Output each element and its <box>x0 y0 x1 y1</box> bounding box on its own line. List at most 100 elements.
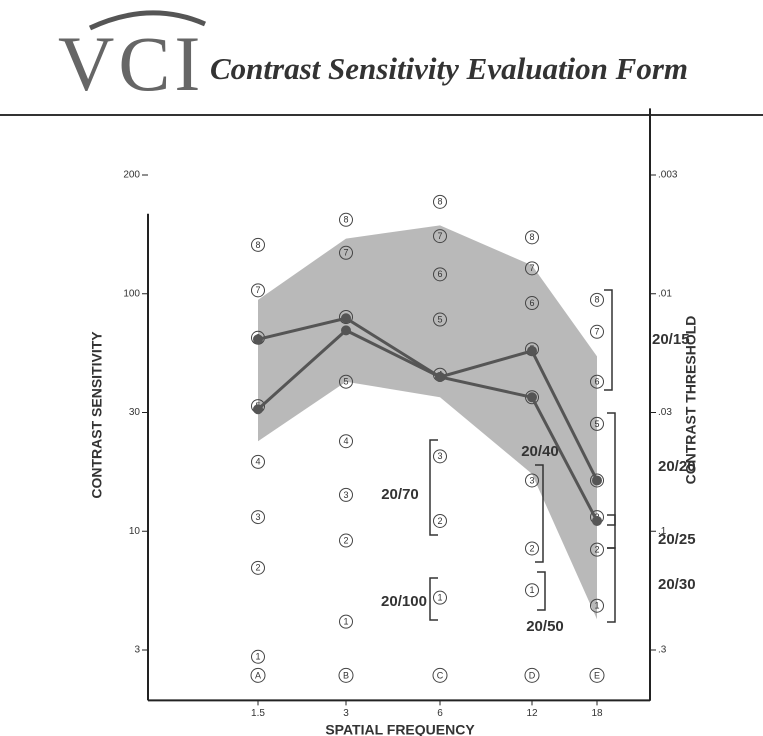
grade-label: 3 <box>529 475 534 485</box>
grade-label: 3 <box>437 451 442 461</box>
grade-label: 5 <box>343 377 348 387</box>
x-tick-label: 18 <box>591 708 603 719</box>
grade-circle <box>590 324 604 339</box>
acuity-label: 20/20 <box>658 458 696 475</box>
acuity-label: 20/50 <box>526 618 564 635</box>
grade-circle <box>339 245 353 260</box>
column-letter: A <box>255 670 261 680</box>
grade-label: 2 <box>594 545 599 555</box>
grade-circle <box>590 416 604 431</box>
grade-circle <box>525 261 539 276</box>
grade-circle <box>339 614 353 629</box>
data-point <box>435 371 445 382</box>
grade-label: 1 <box>594 601 599 611</box>
grade-label: 6 <box>437 269 442 279</box>
grade-circle <box>251 510 265 525</box>
data-point <box>253 334 263 345</box>
grade-circle <box>339 212 353 227</box>
grade-circle <box>339 487 353 502</box>
y-axis-label: CONTRAST SENSITIVITY <box>89 331 105 499</box>
grade-circle <box>590 542 604 557</box>
grade-label: 7 <box>594 327 599 337</box>
grade-circle <box>433 449 447 464</box>
grade-circle <box>433 312 447 327</box>
grade-label: 8 <box>343 215 348 225</box>
acuity-bracket <box>537 571 546 611</box>
column-letter: E <box>594 670 600 680</box>
grade-circle <box>525 583 539 598</box>
y2-tick-label: .1 <box>658 526 667 537</box>
grade-label: 3 <box>255 512 260 522</box>
grade-circle <box>339 533 353 548</box>
grade-label: 7 <box>343 248 348 258</box>
grade-label: 7 <box>255 285 260 295</box>
grade-label: 8 <box>437 197 442 207</box>
x-tick-label: 1.5 <box>251 708 265 719</box>
acuity-bracket <box>604 289 613 391</box>
data-point <box>253 404 263 415</box>
grade-label: 2 <box>343 535 348 545</box>
acuity-label: 20/25 <box>658 531 696 548</box>
grade-circle <box>251 237 265 252</box>
acuity-bracket <box>607 412 616 526</box>
grade-label: 1 <box>437 593 442 603</box>
grade-label: 6 <box>594 377 599 387</box>
grade-label: 3 <box>343 490 348 500</box>
grade-label: 1 <box>255 652 260 662</box>
grade-circle <box>251 454 265 469</box>
grade-circle <box>339 309 353 324</box>
grade-label: 7 <box>437 231 442 241</box>
normal-range-band <box>258 225 597 620</box>
grade-label: 4 <box>343 436 348 446</box>
grade-label: 8 <box>594 295 599 305</box>
y-tick-label: 3 <box>134 645 140 656</box>
column-circle <box>250 667 266 683</box>
y-tick-label: 30 <box>129 407 141 418</box>
x-tick-label: 6 <box>437 708 443 719</box>
column-circle <box>524 667 540 683</box>
grade-label: 2 <box>529 543 534 553</box>
logo: VCI <box>58 20 204 107</box>
y2-tick-label: .03 <box>658 407 672 418</box>
grade-circle <box>590 292 604 307</box>
acuity-label: 20/15 <box>652 331 690 348</box>
column-letter: B <box>343 670 349 680</box>
grade-label: 7 <box>529 263 534 273</box>
grade-circle <box>339 434 353 449</box>
data-point <box>527 345 537 356</box>
grade-label: 1 <box>343 617 348 627</box>
data-point <box>341 325 351 336</box>
grade-label: 5 <box>594 419 599 429</box>
x-axis-label: SPATIAL FREQUENCY <box>325 722 475 736</box>
grade-label: 8 <box>255 240 260 250</box>
column-circle <box>338 667 354 683</box>
grade-circle <box>433 513 447 528</box>
grade-circle <box>525 296 539 311</box>
grade-circle <box>590 473 604 488</box>
acuity-label: 20/40 <box>521 443 559 460</box>
y2-tick-label: .003 <box>658 170 678 181</box>
grade-circle <box>525 230 539 245</box>
grade-label: 2 <box>437 516 442 526</box>
column-circle <box>432 667 448 683</box>
data-point <box>341 313 351 324</box>
data-point <box>592 475 602 486</box>
acuity-label: 20/30 <box>658 576 696 593</box>
grade-circle <box>433 194 447 209</box>
y-tick-label: 10 <box>129 526 141 537</box>
grade-circle <box>433 590 447 605</box>
grade-label: 2 <box>255 563 260 573</box>
grade-circle <box>590 374 604 389</box>
acuity-bracket <box>429 439 438 536</box>
acuity-bracket <box>607 547 616 623</box>
column-letter: D <box>529 670 536 680</box>
acuity-bracket <box>429 577 438 621</box>
form-title: Contrast Sensitivity Evaluation Form <box>210 51 688 86</box>
grade-circle <box>525 541 539 556</box>
grade-label: 4 <box>255 457 260 467</box>
y-tick-label: 200 <box>123 170 140 181</box>
y2-axis-label: CONTRAST THRESHOLD <box>683 316 699 485</box>
y-tick-label: 100 <box>123 288 140 299</box>
